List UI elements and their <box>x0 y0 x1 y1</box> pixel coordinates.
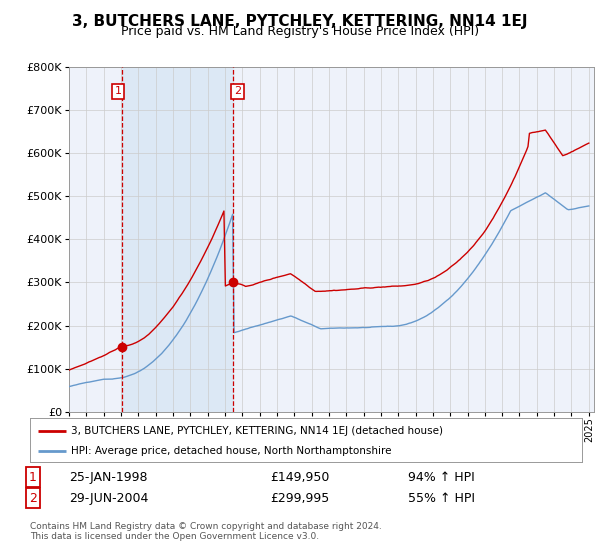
Text: 2: 2 <box>29 492 37 505</box>
Text: 25-JAN-1998: 25-JAN-1998 <box>69 470 148 484</box>
Text: 1: 1 <box>115 86 121 96</box>
Text: 1: 1 <box>29 470 37 484</box>
Text: £299,995: £299,995 <box>270 492 329 505</box>
Text: HPI: Average price, detached house, North Northamptonshire: HPI: Average price, detached house, Nort… <box>71 446 392 456</box>
Text: 94% ↑ HPI: 94% ↑ HPI <box>408 470 475 484</box>
Text: Contains HM Land Registry data © Crown copyright and database right 2024.
This d: Contains HM Land Registry data © Crown c… <box>30 522 382 542</box>
Text: 3, BUTCHERS LANE, PYTCHLEY, KETTERING, NN14 1EJ (detached house): 3, BUTCHERS LANE, PYTCHLEY, KETTERING, N… <box>71 426 443 436</box>
Text: 29-JUN-2004: 29-JUN-2004 <box>69 492 148 505</box>
Bar <box>122 67 233 412</box>
Text: 3, BUTCHERS LANE, PYTCHLEY, KETTERING, NN14 1EJ: 3, BUTCHERS LANE, PYTCHLEY, KETTERING, N… <box>72 14 528 29</box>
Text: 2: 2 <box>234 86 241 96</box>
Text: 55% ↑ HPI: 55% ↑ HPI <box>408 492 475 505</box>
Text: £149,950: £149,950 <box>270 470 329 484</box>
Text: Price paid vs. HM Land Registry's House Price Index (HPI): Price paid vs. HM Land Registry's House … <box>121 25 479 38</box>
